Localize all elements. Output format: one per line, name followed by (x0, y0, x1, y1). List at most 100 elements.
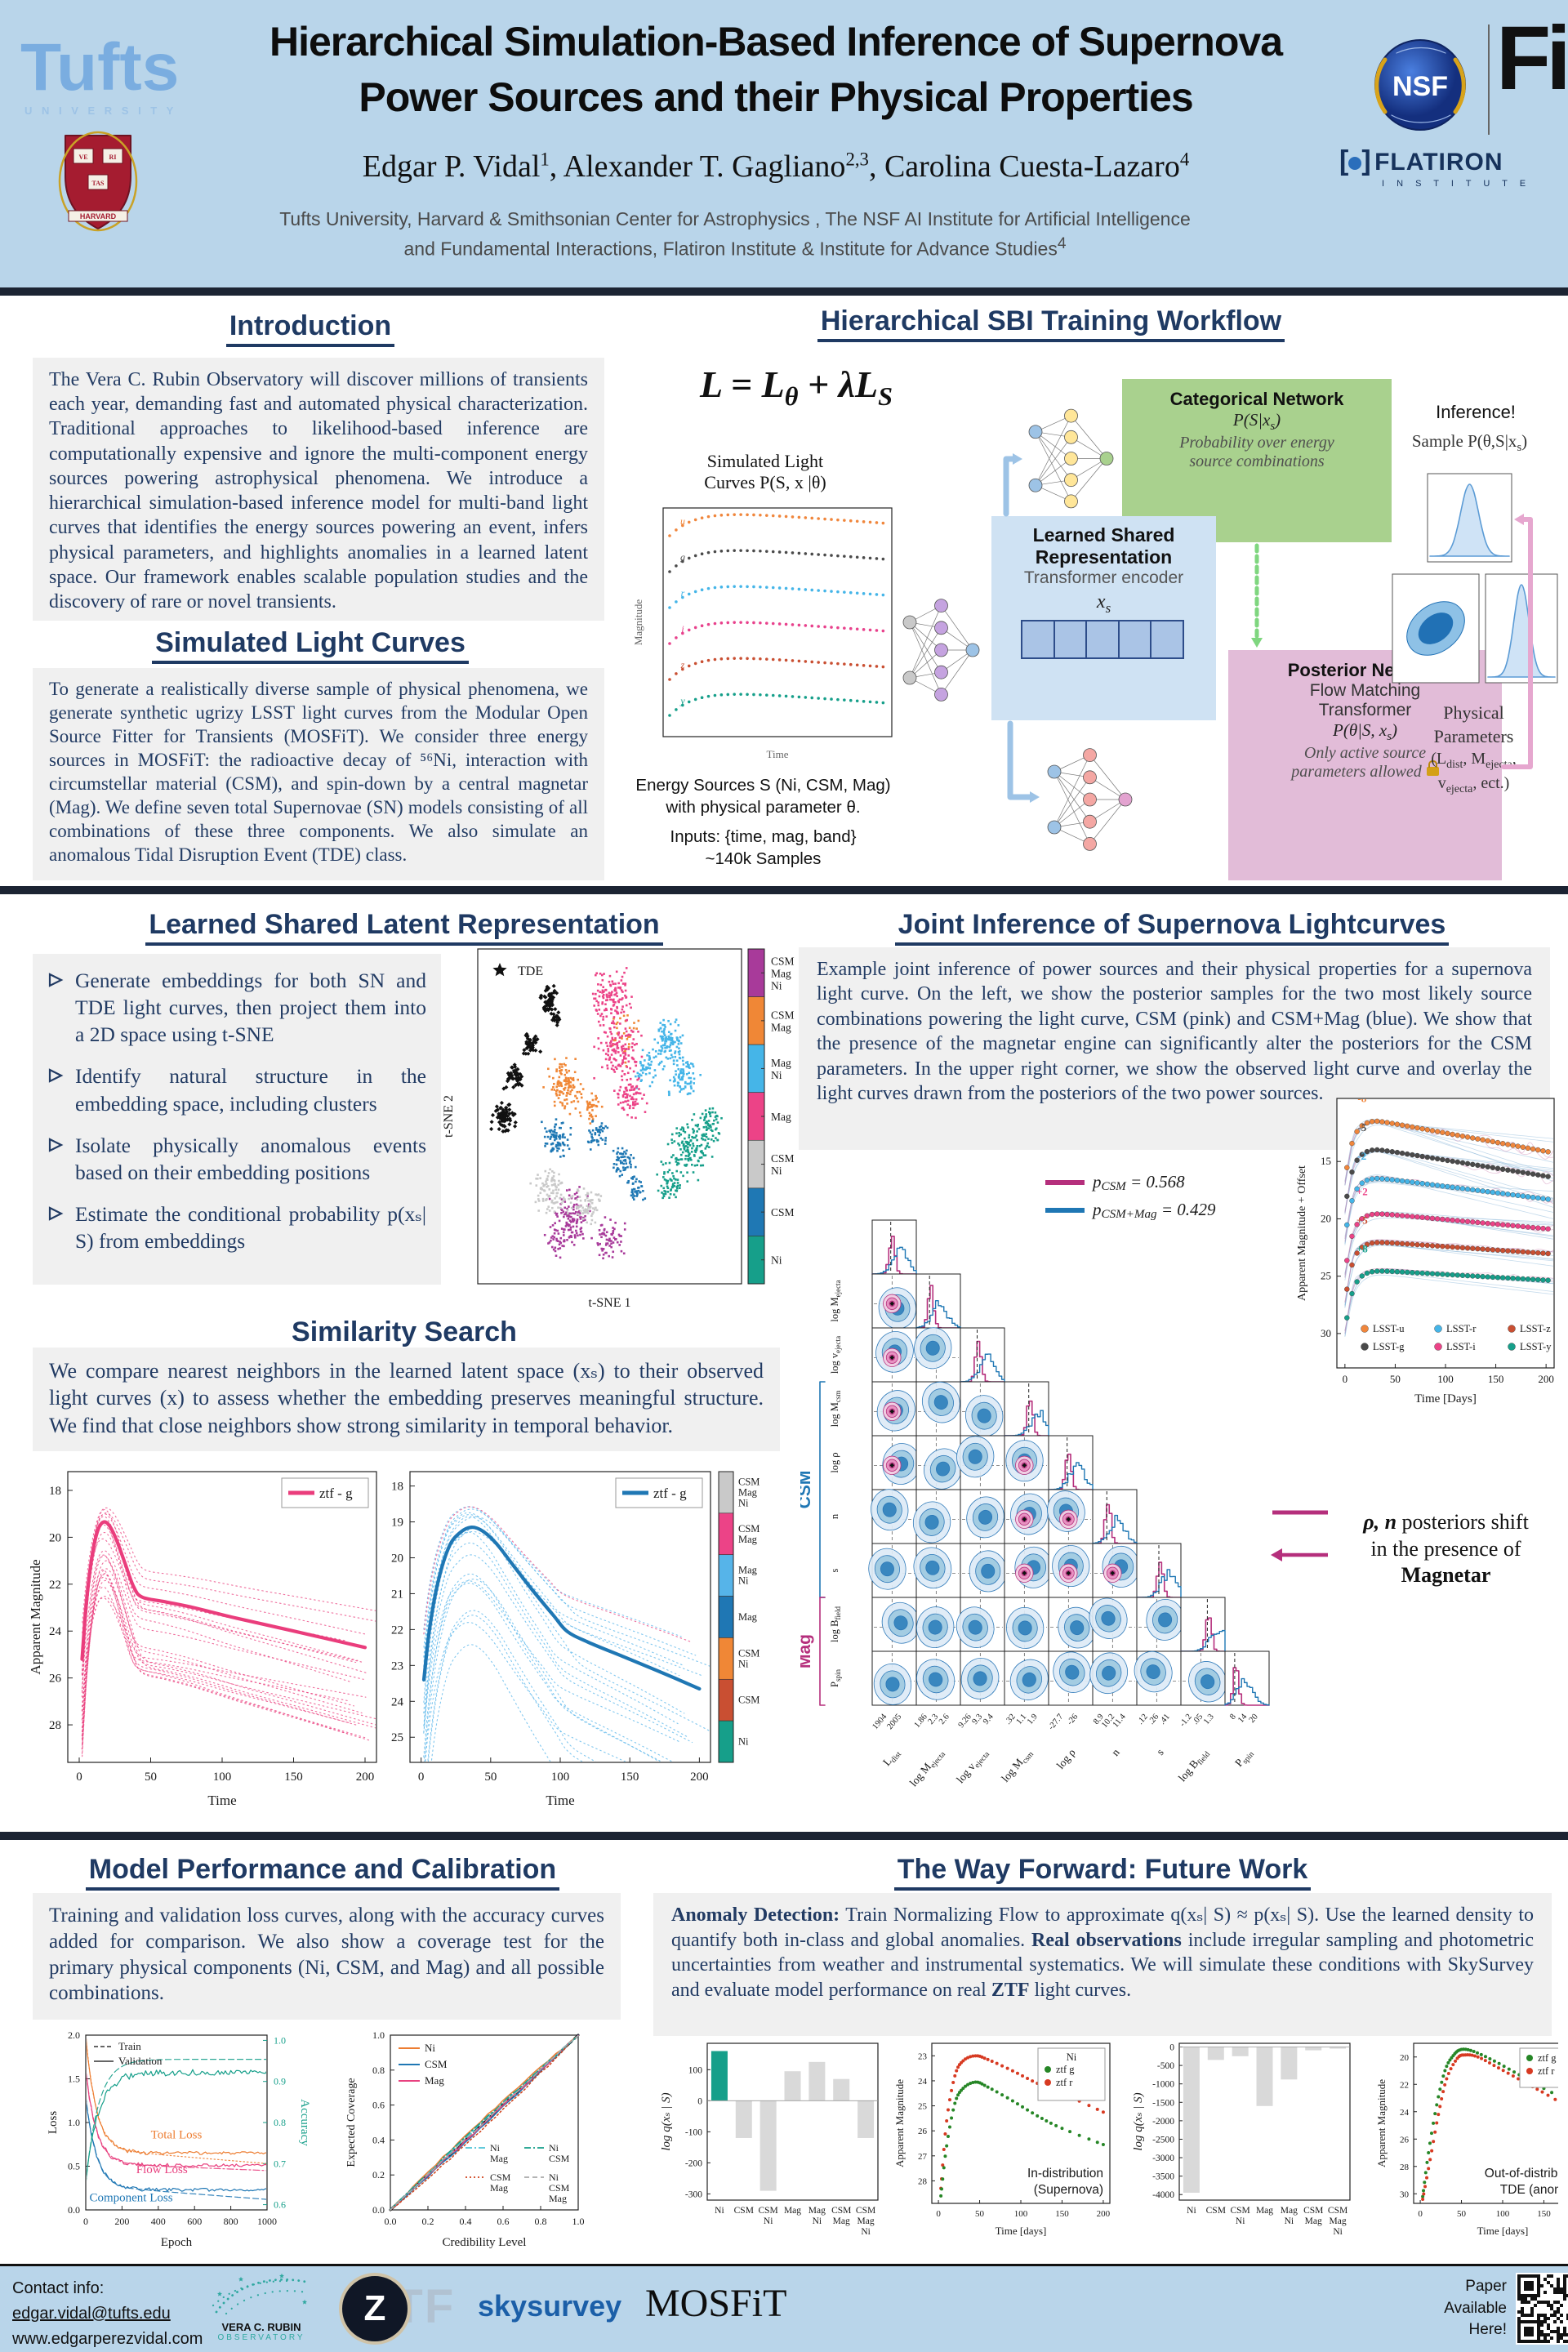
svg-text:ztf - g: ztf - g (653, 1486, 687, 1501)
posterior-1d-panel (1427, 473, 1512, 563)
svg-text:50: 50 (975, 2209, 985, 2219)
svg-text:Mag: Mag (738, 1486, 758, 1498)
svg-text:LSST-z: LSST-z (1520, 1323, 1551, 1334)
svg-text:0: 0 (697, 2096, 702, 2106)
svg-text:Mag: Mag (800, 1634, 814, 1668)
svg-text:z: z (680, 659, 685, 670)
performance-heading: Model Performance and Calibration (24, 1854, 621, 1891)
loss-chart: 0.0 0.5 1.0 1.5 2.0 1.0 0.9 0.8 0.7 0.6 0 200 400 600… (47, 2029, 311, 2249)
svg-text:800: 800 (224, 2216, 238, 2227)
svg-text:-27.7: -27.7 (1047, 1713, 1065, 1732)
svg-text:Mag: Mag (738, 1611, 758, 1623)
affiliations: Tufts University, Harvard & Smithsonian … (163, 206, 1307, 263)
svg-text:n: n (1109, 1746, 1122, 1758)
svg-text:0.0: 0.0 (385, 2216, 397, 2227)
email-link[interactable]: edgar.vidal@tufts.edu (12, 2305, 171, 2323)
svg-text:0.0: 0.0 (372, 2204, 385, 2216)
svg-text:1.3: 1.3 (1202, 1713, 1216, 1726)
flatiron-bracket-icon: [] (1339, 145, 1371, 176)
svg-text:25: 25 (391, 1731, 403, 1744)
intro-heading: Introduction (24, 310, 596, 347)
svg-text:0.6: 0.6 (497, 2216, 510, 2227)
svg-text:200: 200 (1538, 1373, 1554, 1385)
svg-text:Apparent Magnitude + Offset: Apparent Magnitude + Offset (1296, 1165, 1308, 1301)
svg-text:24: 24 (391, 1695, 404, 1708)
svg-text:20: 20 (1321, 1212, 1331, 1224)
poster-title-line1: Hierarchical Simulation-Based Inference … (269, 19, 1283, 65)
svg-text:1.0: 1.0 (68, 2117, 80, 2128)
svg-text:-1500: -1500 (1152, 2098, 1174, 2108)
svg-text:u: u (680, 515, 685, 527)
svg-text:18: 18 (49, 1485, 61, 1498)
posterior-formula: P(θ|S, xs) (1333, 720, 1397, 744)
svg-text:1904: 1904 (871, 1712, 889, 1731)
flatiron-sub: I N S T I T U T E (1382, 179, 1531, 189)
logq-tde-chart: 0 -500 -1000 -1500 -2000 -2500 -3000 -3500 -4000… (1132, 2042, 1351, 2237)
inference-title: Inference! (1436, 402, 1516, 422)
svg-text:50: 50 (1390, 1373, 1401, 1385)
svg-text:CSM: CSM (490, 2172, 511, 2183)
arrow-bullet-icon (48, 1206, 64, 1221)
svg-text:log q(xₛ | S): log q(xₛ | S) (1132, 2092, 1145, 2150)
categorical-network-box: Categorical Network P(S|xs) Probability … (1122, 379, 1392, 542)
svg-text:26: 26 (1400, 2135, 1410, 2145)
future-body: Anomaly Detection: Train Normalizing Flo… (653, 1893, 1552, 2036)
svg-text:Ni: Ni (1236, 2216, 1245, 2226)
svg-text:0.9: 0.9 (274, 2076, 286, 2087)
svg-text:Ni: Ni (738, 1575, 749, 1587)
svg-text:2.0: 2.0 (68, 2029, 80, 2041)
svg-text:1.0: 1.0 (572, 2216, 585, 2227)
similarity-heading: Similarity Search (24, 1316, 784, 1353)
affil-line2: and Fundamental Interactions, Flatiron I… (403, 235, 1067, 260)
svg-text:Apparent Magnitude: Apparent Magnitude (29, 1559, 43, 1674)
svg-text:+5: +5 (1356, 1214, 1368, 1227)
svg-text:Time [Days]: Time [Days] (1414, 1392, 1477, 1405)
svg-text:CSM: CSM (1230, 2206, 1250, 2216)
website-link[interactable]: www.edgarperezvidal.com (12, 2330, 203, 2348)
svg-text:-2000: -2000 (1152, 2117, 1174, 2127)
svg-text:15: 15 (1321, 1155, 1331, 1167)
svg-text:11.4: 11.4 (1111, 1712, 1128, 1729)
svg-text:Mag: Mag (490, 2182, 508, 2194)
svg-text:27: 27 (918, 2152, 928, 2162)
svg-text:Mag: Mag (490, 2153, 508, 2164)
svg-text:Ni: Ni (738, 1658, 749, 1669)
svg-text:Time: Time (546, 1793, 574, 1808)
svg-text:Ni: Ni (771, 1165, 782, 1177)
svg-text:Component Loss: Component Loss (89, 2191, 172, 2204)
annotation-arrow (1271, 1510, 1328, 1561)
svg-text:20: 20 (1248, 1713, 1260, 1725)
bullet-item: Isolate physically anomalous events base… (47, 1132, 426, 1186)
svg-text:0.4: 0.4 (460, 2216, 472, 2227)
svg-text:Ni: Ni (490, 2142, 501, 2154)
svg-text:+2: +2 (1356, 1185, 1368, 1197)
workflow-heading: Hierarchical SBI Training Workflow (622, 305, 1480, 342)
latent-bullets: Generate embeddings for both SN and TDE … (33, 954, 441, 1285)
simulated-lightcurves-chart: u g r i z y Magnitude Time (632, 507, 893, 760)
svg-text:Mag: Mag (1305, 2216, 1322, 2226)
svg-text:Apparent Magnitude: Apparent Magnitude (893, 2079, 906, 2167)
svg-text:Ni: Ni (1333, 2227, 1343, 2237)
svg-text:Pspin: Pspin (829, 1669, 842, 1687)
affil-line1: Tufts University, Harvard & Smithsonian … (279, 208, 1191, 229)
svg-text:150: 150 (1488, 1373, 1504, 1385)
svg-text:log ρ: log ρ (1054, 1746, 1078, 1771)
svg-text:CSM: CSM (1303, 2206, 1323, 2216)
svg-text:Time [days]: Time [days] (996, 2225, 1047, 2237)
svg-text:Ni: Ni (813, 2216, 822, 2226)
svg-text:Time: Time (207, 1793, 236, 1808)
svg-text:Time: Time (767, 748, 789, 760)
svg-text:100: 100 (1496, 2209, 1510, 2219)
svg-text:22: 22 (49, 1579, 61, 1592)
svg-text:Total Loss: Total Loss (151, 2128, 203, 2141)
svg-text:log Bfield: log Bfield (829, 1606, 842, 1642)
svg-text:t-SNE 2: t-SNE 2 (442, 1095, 456, 1138)
svg-text:-2: -2 (1357, 1150, 1366, 1162)
svg-text:150: 150 (1537, 2209, 1551, 2219)
svg-text:30: 30 (1400, 2189, 1410, 2199)
svg-text:Accuracy: Accuracy (298, 2099, 311, 2146)
svg-text:Ni: Ni (549, 2172, 559, 2183)
svg-text:Loss: Loss (47, 2111, 60, 2135)
svg-text:Mag: Mag (771, 1057, 791, 1069)
joint-body: Example joint inference of power sources… (799, 947, 1550, 1150)
